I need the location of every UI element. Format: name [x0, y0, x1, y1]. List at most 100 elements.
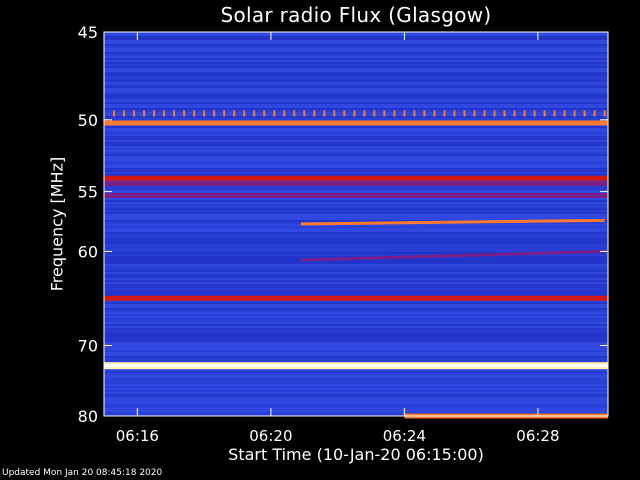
noise-line: [104, 134, 608, 136]
noise-line: [104, 52, 608, 54]
pulse-mark: [503, 110, 506, 117]
noise-line: [104, 414, 608, 416]
noise-line: [104, 100, 608, 102]
pulse-mark: [343, 110, 346, 117]
noise-line: [104, 168, 608, 170]
pulse-mark: [123, 110, 126, 117]
pulse-mark: [533, 110, 536, 117]
noise-line: [104, 274, 608, 276]
noise-line: [104, 190, 608, 192]
noise-line: [104, 300, 608, 302]
pulse-mark: [243, 110, 246, 117]
noise-line: [104, 386, 608, 388]
noise-line: [104, 286, 608, 288]
noise-line: [104, 288, 608, 290]
noise-line: [104, 406, 608, 408]
noise-line: [104, 346, 608, 348]
noise-line: [104, 376, 608, 378]
noise-line: [104, 234, 608, 236]
noise-line: [104, 322, 608, 324]
noise-line: [104, 144, 608, 146]
noise-line: [104, 316, 608, 318]
noise-line: [104, 148, 608, 150]
noise-line: [104, 374, 608, 376]
noise-line: [104, 342, 608, 344]
noise-line: [104, 130, 608, 132]
noise-line: [104, 326, 608, 328]
noise-line: [104, 360, 608, 362]
noise-line: [104, 410, 608, 412]
noise-line: [104, 232, 608, 234]
pulse-mark: [363, 110, 366, 117]
pulse-mark: [483, 110, 486, 117]
pulse-mark: [393, 110, 396, 117]
pulse-mark: [443, 110, 446, 117]
noise-line: [104, 230, 608, 232]
noise-line: [104, 160, 608, 162]
noise-line: [104, 76, 608, 78]
noise-line: [104, 218, 608, 220]
pulse-mark: [213, 110, 216, 117]
noise-line: [104, 278, 608, 280]
noise-line: [104, 340, 608, 342]
noise-line: [104, 110, 608, 112]
noise-line: [104, 170, 608, 172]
pulse-mark: [313, 110, 316, 117]
noise-line: [104, 260, 608, 262]
noise-line: [104, 108, 608, 110]
noise-line: [104, 32, 608, 34]
noise-line: [104, 56, 608, 58]
pulse-mark: [253, 110, 256, 117]
noise-line: [104, 104, 608, 106]
noise-line: [104, 252, 608, 254]
noise-line: [104, 40, 608, 42]
pulse-mark: [353, 110, 356, 117]
noise-line: [104, 216, 608, 218]
pulse-mark: [583, 110, 586, 117]
noise-line: [104, 308, 608, 310]
noise-line: [104, 174, 608, 176]
noise-line: [104, 68, 608, 70]
noise-line: [104, 324, 608, 326]
emission-band: [104, 181, 608, 187]
y-axis-label: Frequency [MHz]: [47, 156, 67, 292]
noise-line: [104, 238, 608, 240]
pulse-mark: [423, 110, 426, 117]
noise-line: [104, 396, 608, 398]
pulse-mark: [193, 110, 196, 117]
noise-line: [104, 354, 608, 356]
pulse-mark: [553, 110, 556, 117]
noise-line: [104, 210, 608, 212]
pulse-mark: [373, 110, 376, 117]
noise-line: [104, 98, 608, 100]
noise-line: [104, 200, 608, 202]
noise-line: [104, 246, 608, 248]
noise-line: [104, 390, 608, 392]
pulse-mark: [513, 110, 516, 117]
y-tick-label: 55: [78, 183, 98, 202]
pulse-mark: [563, 110, 566, 117]
noise-line: [104, 318, 608, 320]
noise-line: [104, 158, 608, 160]
y-tick-label: 70: [78, 336, 98, 355]
pulse-mark: [233, 110, 236, 117]
pulse-mark: [153, 110, 156, 117]
noise-line: [104, 338, 608, 340]
x-axis-label: Start Time (10-Jan-20 06:15:00): [228, 445, 484, 464]
noise-line: [104, 372, 608, 374]
noise-line: [104, 394, 608, 396]
pulse-mark: [303, 110, 306, 117]
noise-line: [104, 164, 608, 166]
noise-line: [104, 284, 608, 286]
plot-frame: [103, 31, 609, 417]
noise-line: [104, 154, 608, 156]
noise-line: [104, 328, 608, 330]
noise-line: [104, 330, 608, 332]
emission-band-core: [104, 364, 608, 368]
noise-line: [104, 398, 608, 400]
noise-line: [104, 312, 608, 314]
noise-line: [104, 214, 608, 216]
noise-line: [104, 90, 608, 92]
noise-line: [104, 118, 608, 120]
noise-line: [104, 220, 608, 222]
